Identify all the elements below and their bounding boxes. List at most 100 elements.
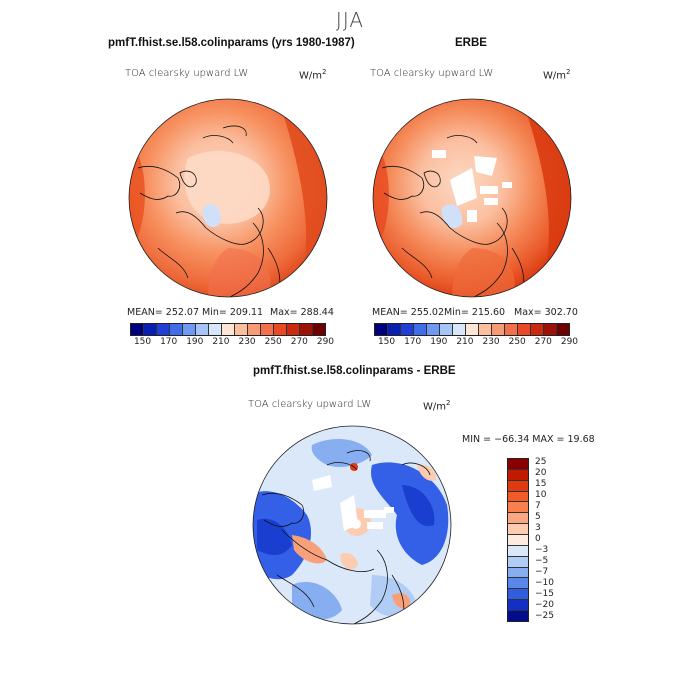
colorbar-swatch [169, 324, 182, 335]
colorbar-label: 270 [290, 337, 308, 347]
colorbar-label: 210 [212, 337, 230, 347]
colorbar-swatch [413, 324, 426, 335]
colorbar-label: 230 [238, 337, 256, 347]
colorbar-swatch [508, 566, 528, 578]
colorbar-swatch [208, 324, 221, 335]
colorbar-swatch [143, 324, 156, 335]
diff-panel-title: TOA clearsky upward LW [248, 399, 372, 410]
colorbar-swatch [286, 324, 299, 335]
obs-panel-units: W/m2 [543, 68, 571, 82]
colorbar-swatch [387, 324, 400, 335]
model-panel-units: W/m2 [299, 68, 327, 82]
colorbar-swatch [508, 523, 528, 535]
colorbar-swatch [504, 324, 517, 335]
colorbar-swatch [452, 324, 465, 335]
colorbar-label: 270 [534, 337, 552, 347]
colorbar-label: −5 [535, 555, 549, 566]
obs-stats-max: Max= 302.70 [514, 307, 578, 318]
colorbar-swatch [508, 490, 528, 502]
colorbar-swatch [508, 588, 528, 600]
colorbar-swatch [508, 577, 528, 589]
colorbar-swatch [439, 324, 452, 335]
colorbar-swatch [508, 479, 528, 491]
colorbar-label: 0 [535, 534, 541, 544]
model-colorbar-labels: 150 170 190 210 230 250 270 290 [130, 337, 334, 349]
colorbar-swatch [221, 324, 234, 335]
colorbar-swatch [508, 512, 528, 524]
colorbar-swatch [260, 324, 273, 335]
colorbar-swatch [273, 324, 286, 335]
colorbar-swatch [508, 534, 528, 545]
colorbar-label: 3 [535, 523, 541, 534]
diff-colorbar [507, 458, 529, 622]
colorbar-label: 290 [316, 337, 335, 347]
model-stats-max: Max= 288.44 [270, 307, 334, 318]
colorbar-swatch [478, 324, 491, 335]
colorbar-swatch [465, 324, 478, 335]
colorbar-label: 5 [535, 512, 541, 523]
colorbar-label: −10 [535, 577, 554, 588]
main-title: JJA [335, 8, 365, 32]
colorbar-label: 170 [404, 337, 422, 347]
obs-polar-map [372, 98, 572, 298]
colorbar-swatch [508, 501, 528, 513]
colorbar-swatch [543, 324, 556, 335]
colorbar-swatch [556, 324, 569, 335]
colorbar-swatch [299, 324, 312, 335]
model-panel-title: TOA clearsky upward LW [125, 68, 249, 79]
model-stats-min: Min= 209.11 [202, 307, 264, 318]
colorbar-swatch [234, 324, 247, 335]
colorbar-label: 7 [535, 501, 541, 512]
colorbar-swatch [182, 324, 195, 335]
colorbar-label: 250 [508, 337, 526, 347]
colorbar-label: 190 [186, 337, 204, 347]
colorbar-swatch [426, 324, 439, 335]
colorbar-label: −25 [535, 610, 554, 621]
colorbar-label: 290 [560, 337, 579, 347]
colorbar-label: −7 [535, 566, 549, 577]
model-stats-mean: MEAN= 252.07 [127, 307, 200, 318]
colorbar-label: 25 [535, 457, 547, 468]
colorbar-swatch [247, 324, 260, 335]
colorbar-swatch [508, 459, 528, 469]
model-colorbar [130, 323, 326, 336]
colorbar-label: 10 [535, 490, 547, 501]
colorbar-label: 15 [535, 479, 547, 490]
colorbar-swatch [156, 324, 169, 335]
colorbar-swatch [375, 324, 387, 335]
colorbar-swatch [195, 324, 208, 335]
colorbar-swatch [508, 468, 528, 480]
colorbar-label: 150 [133, 337, 152, 347]
diff-panel-units: W/m2 [423, 399, 451, 413]
colorbar-label: −20 [535, 599, 554, 610]
colorbar-label: 250 [264, 337, 282, 347]
diff-polar-map [252, 425, 452, 625]
colorbar-swatch [312, 324, 325, 335]
colorbar-swatch [508, 555, 528, 567]
colorbar-swatch [508, 610, 528, 621]
obs-stats-min: Min= 215.60 [444, 307, 506, 318]
colorbar-label: −3 [535, 544, 549, 555]
colorbar-label: 150 [377, 337, 396, 347]
colorbar-label: 20 [535, 468, 547, 479]
obs-colorbar [374, 323, 570, 336]
colorbar-swatch [491, 324, 504, 335]
colorbar-swatch [530, 324, 543, 335]
model-panel-header: pmfT.fhist.se.l58.colinparams (yrs 1980-… [108, 37, 355, 49]
colorbar-label: −15 [535, 588, 554, 599]
model-polar-map [128, 98, 328, 298]
diff-stats-minmax: MIN = −66.34 MAX = 19.68 [462, 434, 595, 445]
colorbar-label: 190 [430, 337, 448, 347]
colorbar-label: 170 [160, 337, 178, 347]
obs-panel-header: ERBE [455, 37, 487, 49]
colorbar-label: 230 [482, 337, 500, 347]
obs-colorbar-labels: 150 170 190 210 230 250 270 290 [374, 337, 578, 349]
colorbar-swatch [131, 324, 143, 335]
obs-panel-title: TOA clearsky upward LW [370, 68, 494, 79]
diff-panel-header: pmfT.fhist.se.l58.colinparams - ERBE [253, 365, 456, 377]
colorbar-swatch [517, 324, 530, 335]
diff-colorbar-labels: 25 20 15 10 7 5 3 0 −3 −5 −7 −10 −15 −20 −25 [535, 457, 575, 622]
obs-stats-mean: MEAN= 255.02 [372, 307, 445, 318]
colorbar-swatch [400, 324, 413, 335]
colorbar-swatch [508, 599, 528, 611]
